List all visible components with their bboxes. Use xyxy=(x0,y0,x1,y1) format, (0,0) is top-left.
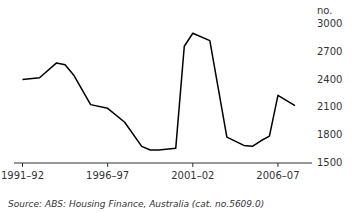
y-tick-label: 1800 xyxy=(317,129,342,140)
y-tick-label: 2100 xyxy=(317,101,342,112)
source-note: Source: ABS: Housing Finance, Australia … xyxy=(8,199,264,209)
x-tick-label: 2006–07 xyxy=(256,170,299,181)
chart: 1500 1800 2100 2400 2700 3000 no. 1991–92 1996–9… xyxy=(0,0,354,213)
data-line xyxy=(23,33,295,150)
x-tick xyxy=(22,163,23,167)
y-tick-label: 1500 xyxy=(317,157,342,168)
y-tick-label: 3000 xyxy=(317,18,342,29)
x-axis-line xyxy=(14,163,312,164)
y-axis-label: no. xyxy=(317,5,332,16)
x-tick xyxy=(192,163,193,167)
x-tick xyxy=(277,163,278,167)
x-tick-label: 2001–02 xyxy=(171,170,214,181)
x-tick-label: 1996–97 xyxy=(86,170,129,181)
y-tick-label: 2700 xyxy=(317,46,342,57)
x-tick xyxy=(107,163,108,167)
plot-area xyxy=(23,33,295,150)
y-tick-label: 2400 xyxy=(317,74,342,85)
x-tick-label: 1991–92 xyxy=(1,170,44,181)
